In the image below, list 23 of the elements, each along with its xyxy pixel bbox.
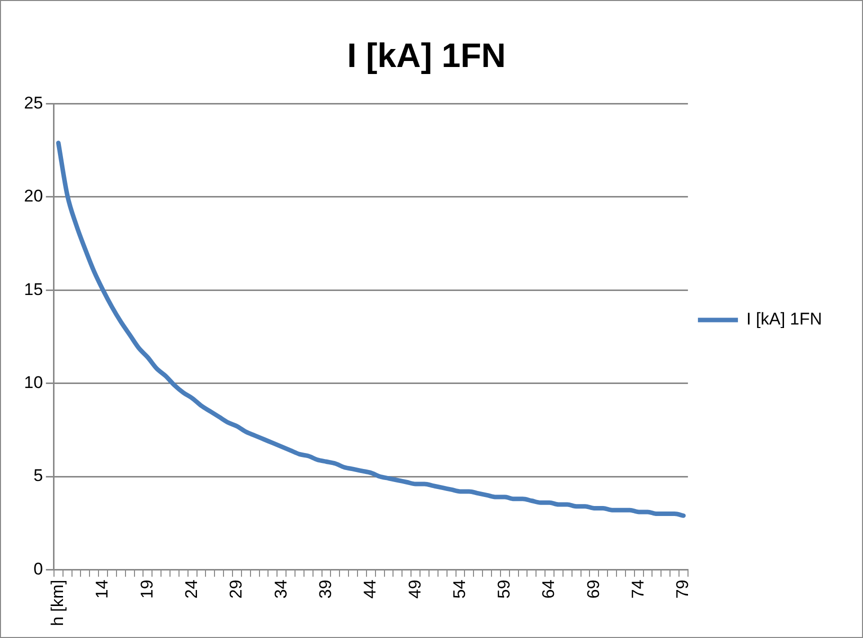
x-tick-label: 34 bbox=[271, 580, 290, 599]
y-tick-label: 20 bbox=[24, 186, 43, 206]
x-tick-label: 59 bbox=[494, 580, 514, 599]
y-tick-label: 0 bbox=[33, 559, 43, 578]
x-tick-label: h [km] bbox=[48, 580, 68, 626]
x-tick-label: 19 bbox=[137, 580, 156, 599]
x-tick-label: 64 bbox=[539, 580, 558, 599]
x-tick-label: 49 bbox=[405, 580, 424, 599]
x-tick-label: 14 bbox=[92, 580, 112, 599]
x-tick-label: 24 bbox=[182, 580, 202, 599]
y-tick-label: 15 bbox=[24, 280, 43, 299]
x-tick-label: 69 bbox=[584, 580, 603, 599]
x-tick-label: 44 bbox=[360, 580, 380, 599]
x-tick-label: 29 bbox=[226, 580, 246, 599]
y-tick-label: 10 bbox=[24, 373, 43, 392]
x-tick-label: 74 bbox=[628, 580, 648, 599]
x-tick-label: 39 bbox=[316, 580, 335, 599]
legend-label: I [kA] 1FN bbox=[746, 310, 822, 329]
x-tick-label: 79 bbox=[673, 580, 692, 599]
chart-title: I [kA] 1FN bbox=[347, 36, 506, 75]
x-tick-label: 54 bbox=[450, 580, 469, 599]
y-tick-label: 25 bbox=[24, 93, 43, 112]
y-tick-label: 5 bbox=[33, 466, 43, 486]
